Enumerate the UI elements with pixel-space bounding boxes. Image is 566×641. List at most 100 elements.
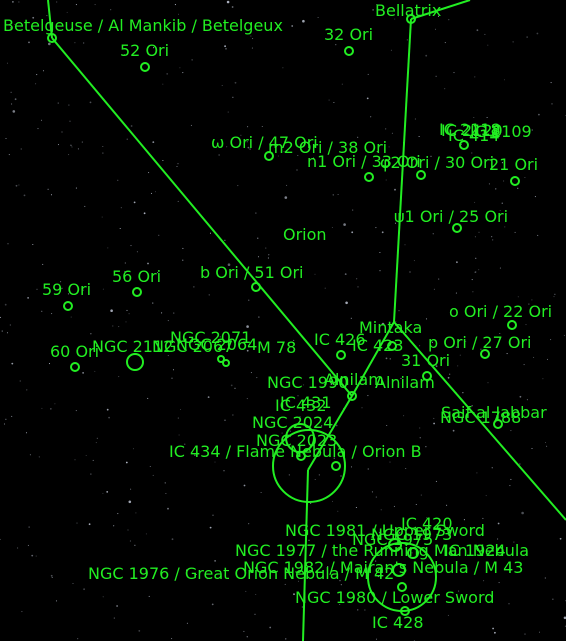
nebula-marker[interactable]: [397, 582, 407, 592]
label-52-ori[interactable]: 52 Ori: [120, 41, 169, 60]
star-marker[interactable]: [63, 301, 73, 311]
background-star: [20, 148, 22, 150]
label-ic-2120[interactable]: IC 2120: [441, 121, 503, 140]
nebula-marker[interactable]: [331, 461, 341, 471]
cluster-marker[interactable]: [126, 353, 144, 371]
constellation-line: [410, 0, 471, 20]
label-ngc-2064[interactable]: NGC 2064: [176, 335, 257, 354]
label-ngc-1976[interactable]: NGC 1976 / Great Orion Nebula / M 42: [88, 564, 394, 583]
label-ngc-1788[interactable]: NGC 1788: [440, 408, 521, 427]
star-marker[interactable]: [480, 349, 490, 359]
label-n1-ori[interactable]: n1 Ori / 33 Ori: [307, 152, 421, 171]
background-star: [471, 405, 473, 407]
label-o-ori[interactable]: o Ori / 22 Ori: [449, 302, 552, 321]
nebula-marker[interactable]: [407, 547, 419, 559]
star-marker[interactable]: [347, 391, 357, 401]
label-ic-423[interactable]: IC 423: [352, 336, 404, 355]
nebula-marker[interactable]: [400, 606, 410, 616]
background-star: [492, 627, 494, 630]
background-star: [260, 491, 262, 494]
label-ic-426[interactable]: IC 426: [314, 330, 366, 349]
label-ngc-2067[interactable]: NGC 2067: [152, 337, 233, 356]
label-ngc-1975[interactable]: NGC 1975: [352, 530, 433, 549]
background-star: [491, 236, 493, 238]
star-marker[interactable]: [416, 170, 426, 180]
label-omega-ori[interactable]: ω Ori / 47 Ori: [211, 133, 318, 152]
nebula-outline[interactable]: [272, 429, 346, 503]
nebula-marker[interactable]: [336, 350, 346, 360]
label-ic-1924[interactable]: IC 1924: [444, 541, 506, 560]
nebula-marker[interactable]: [459, 140, 469, 150]
label-m-78[interactable]: M 78: [257, 338, 296, 357]
label-32-ori[interactable]: 32 Ori: [324, 25, 373, 44]
label-phi2-ori[interactable]: φ2 Ori / 30 Ori: [380, 153, 494, 172]
label-ngc-1980[interactable]: NGC 1980 / Lower Sword: [295, 588, 494, 607]
background-star: [337, 510, 339, 512]
label-ngc-1990[interactable]: NGC 1990: [267, 373, 348, 392]
label-mintaka[interactable]: Mintaka: [359, 318, 422, 337]
background-star: [177, 163, 179, 165]
label-ic-420[interactable]: IC 420: [401, 514, 453, 533]
label-31-ori[interactable]: 31 Ori: [401, 351, 450, 370]
background-star: [375, 560, 377, 562]
nebula-marker[interactable]: [392, 563, 406, 577]
label-m2-ori[interactable]: m2 Ori / 38 Ori: [268, 138, 387, 157]
constellation-line: [51, 37, 353, 397]
label-alnilam-duplicate[interactable]: Alnilam: [324, 370, 384, 389]
star-marker[interactable]: [452, 223, 462, 233]
nebula-marker[interactable]: [388, 538, 402, 552]
label-ic-428[interactable]: IC 428: [372, 613, 424, 632]
background-star: [40, 119, 43, 121]
label-saif-al-jabbar[interactable]: Saif al Jabbar: [441, 403, 547, 422]
label-ngc-1977[interactable]: NGC 1977 / the Running Man Nebula: [235, 541, 529, 560]
label-orion[interactable]: Orion: [283, 225, 327, 244]
label-ngc-2023[interactable]: NGC 2023: [256, 431, 337, 450]
label-ngc-2024[interactable]: NGC 2024: [252, 413, 333, 432]
star-marker[interactable]: [422, 371, 432, 381]
star-marker[interactable]: [507, 320, 517, 330]
label-betelgeuse[interactable]: Betelgeuse / Al Mankib / Betelgeux: [3, 16, 283, 35]
label-ngc-2071[interactable]: NGC 2071: [170, 328, 251, 347]
label-psi1-ori[interactable]: ψ1 Ori / 25 Ori: [394, 207, 508, 226]
nebula-marker[interactable]: [217, 355, 225, 363]
label-ngc-1982[interactable]: NGC 1982 / Mairan's Nebula / M 43: [243, 558, 523, 577]
label-ic-414[interactable]: IC 414: [448, 126, 500, 145]
background-star: [176, 337, 178, 339]
label-bellatrix[interactable]: Bellatrix: [375, 1, 441, 20]
star-marker[interactable]: [264, 151, 274, 161]
label-ic-2109[interactable]: IC 2109: [470, 122, 532, 141]
label-alnilam[interactable]: Alnilam: [375, 373, 435, 392]
background-star: [335, 44, 337, 46]
background-star: [152, 141, 155, 144]
label-b-ori[interactable]: b Ori / 51 Ori: [200, 263, 303, 282]
background-star: [132, 448, 135, 450]
label-ngc-1973[interactable]: NGC 1973: [371, 525, 452, 544]
label-ic-434[interactable]: IC 434 / Flame Nebula / Orion B: [169, 442, 422, 461]
label-ic-431[interactable]: IC 431: [280, 393, 332, 412]
label-21-ori[interactable]: 21 Ori: [489, 155, 538, 174]
label-ngc-1981[interactable]: NGC 1981 / Upper Sword: [285, 521, 485, 540]
nebula-marker[interactable]: [296, 451, 306, 461]
star-marker[interactable]: [140, 62, 150, 72]
star-marker[interactable]: [510, 176, 520, 186]
star-marker[interactable]: [406, 14, 416, 24]
label-ic-2118[interactable]: IC 2118: [439, 120, 501, 139]
background-star: [77, 148, 79, 150]
label-ngc-2112[interactable]: NGC 2112: [92, 337, 173, 356]
nebula-marker[interactable]: [387, 341, 397, 351]
star-marker[interactable]: [47, 33, 57, 43]
star-marker[interactable]: [364, 172, 374, 182]
star-marker[interactable]: [132, 287, 142, 297]
nebula-marker[interactable]: [493, 419, 503, 429]
star-marker[interactable]: [344, 46, 354, 56]
star-marker[interactable]: [251, 282, 261, 292]
label-p-ori[interactable]: p Ori / 27 Ori: [428, 333, 531, 352]
star-marker[interactable]: [70, 362, 80, 372]
background-star: [504, 226, 506, 228]
label-ic-432[interactable]: IC 432: [275, 396, 327, 415]
label-59-ori[interactable]: 59 Ori: [42, 280, 91, 299]
nebula-marker[interactable]: [222, 359, 230, 367]
label-56-ori[interactable]: 56 Ori: [112, 267, 161, 286]
label-60-ori[interactable]: 60 Ori: [50, 342, 99, 361]
